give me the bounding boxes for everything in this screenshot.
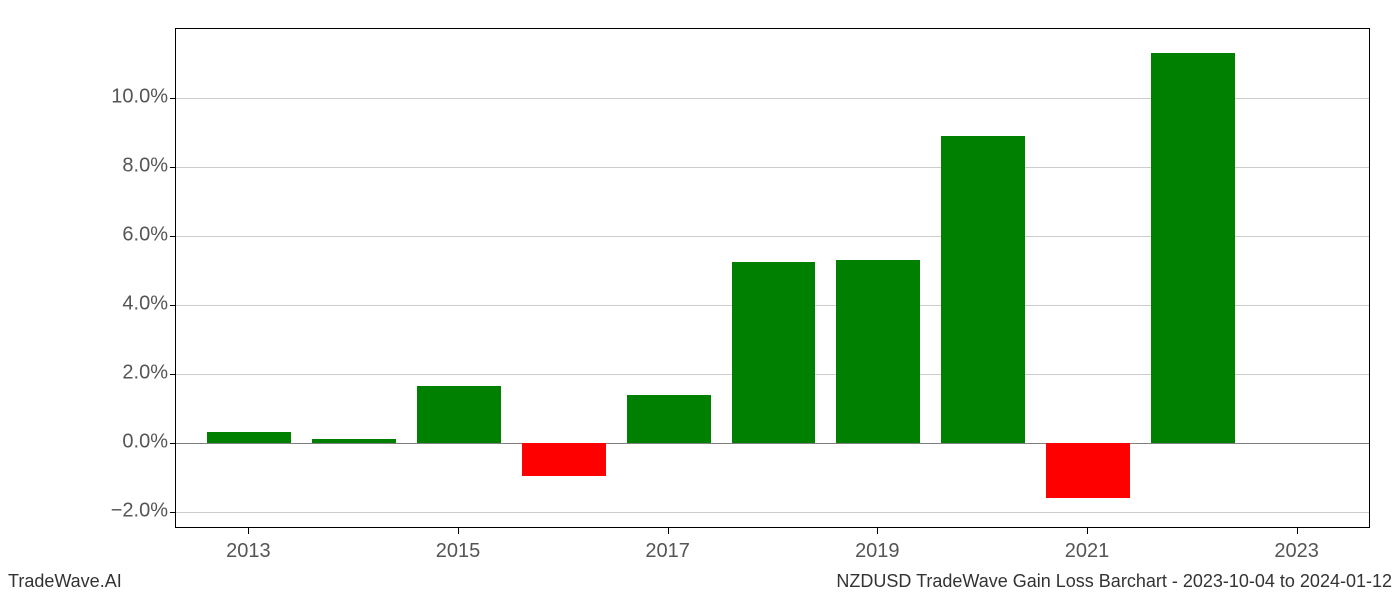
y-tick-mark: [170, 305, 176, 306]
x-tick-label: 2017: [645, 540, 690, 563]
x-tick-label: 2015: [436, 540, 481, 563]
footer-left-text: TradeWave.AI: [8, 571, 122, 592]
bar-2014: [312, 439, 396, 443]
bar-2020: [941, 136, 1025, 443]
bar-2015: [417, 386, 501, 443]
y-tick-mark: [170, 167, 176, 168]
bar-2016: [522, 443, 606, 476]
plot-area: [175, 28, 1370, 528]
y-tick-mark: [170, 443, 176, 444]
y-tick-mark: [170, 98, 176, 99]
x-tick-mark: [1087, 528, 1088, 534]
x-tick-label: 2023: [1274, 540, 1319, 563]
x-tick-mark: [877, 528, 878, 534]
bar-2018: [732, 262, 816, 443]
y-tick-label: 10.0%: [68, 85, 168, 108]
y-tick-label: 4.0%: [68, 292, 168, 315]
y-tick-label: 0.0%: [68, 430, 168, 453]
bar-2017: [627, 395, 711, 443]
chart-container: [175, 28, 1370, 528]
y-tick-label: 8.0%: [68, 154, 168, 177]
y-tick-mark: [170, 236, 176, 237]
y-tick-label: −2.0%: [68, 499, 168, 522]
x-tick-mark: [668, 528, 669, 534]
bar-2019: [836, 260, 920, 443]
y-tick-label: 6.0%: [68, 223, 168, 246]
gridline: [176, 512, 1369, 513]
bar-2021: [1046, 443, 1130, 498]
y-tick-mark: [170, 512, 176, 513]
gridline: [176, 443, 1369, 444]
footer-right-text: NZDUSD TradeWave Gain Loss Barchart - 20…: [836, 571, 1392, 592]
x-tick-mark: [458, 528, 459, 534]
y-tick-mark: [170, 374, 176, 375]
x-tick-label: 2013: [226, 540, 271, 563]
bar-2013: [207, 432, 291, 442]
x-tick-mark: [248, 528, 249, 534]
bar-2022: [1151, 53, 1235, 443]
x-tick-mark: [1297, 528, 1298, 534]
x-tick-label: 2019: [855, 540, 900, 563]
y-tick-label: 2.0%: [68, 361, 168, 384]
x-tick-label: 2021: [1065, 540, 1110, 563]
